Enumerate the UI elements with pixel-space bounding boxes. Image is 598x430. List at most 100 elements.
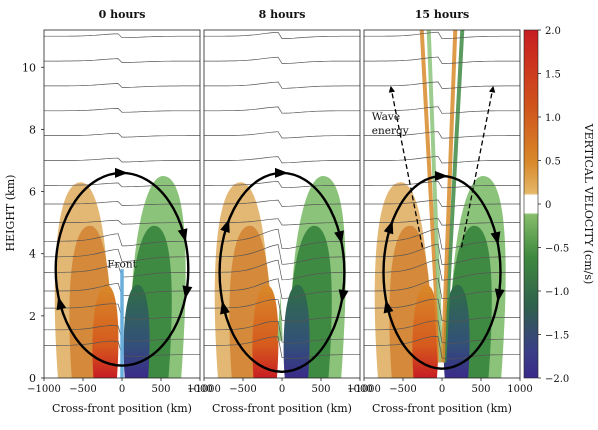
isentrope bbox=[204, 336, 360, 360]
downdraft-core bbox=[283, 284, 310, 378]
x-tick-label: 1000 bbox=[187, 384, 212, 395]
isentrope bbox=[364, 320, 520, 344]
isentrope bbox=[364, 199, 520, 207]
isentrope bbox=[204, 156, 360, 164]
wave-beam bbox=[440, 30, 458, 363]
y-tick-label: 2 bbox=[29, 310, 36, 323]
x-tick-label: −500 bbox=[229, 384, 256, 395]
x-tick-label: 500 bbox=[151, 384, 170, 395]
isentrope bbox=[204, 81, 360, 89]
panel-1: 0 hours Front −1000 −500 0 500 1000 Cross-front… bbox=[27, 8, 213, 415]
x-tick-label: 0 bbox=[119, 384, 125, 395]
isentrope bbox=[204, 31, 360, 39]
updraft-core bbox=[92, 284, 119, 378]
circulation-arrow bbox=[56, 296, 67, 311]
isentrope bbox=[44, 33, 200, 39]
isentrope bbox=[204, 56, 360, 64]
colorbar-ticks: 2.0 1.5 1.0 0.5 0 −0.5 −1.0 −1.5 −2.0 bbox=[538, 26, 569, 385]
colorbar-tick-label: 2.0 bbox=[545, 26, 561, 37]
y-tick-label: 0 bbox=[29, 372, 36, 385]
colorbar-tick-label: −1.0 bbox=[545, 287, 569, 298]
colorbar-label: VERTICAL VELOCITY (cm/s) bbox=[582, 123, 595, 285]
circulation-arrow bbox=[220, 300, 230, 315]
wave-beam bbox=[442, 30, 465, 363]
y-tick-label: 6 bbox=[29, 186, 36, 199]
isentrope bbox=[44, 201, 200, 206]
isentrope bbox=[364, 156, 520, 164]
isentrope bbox=[204, 244, 360, 265]
colorbar-tick-label: −2.0 bbox=[545, 374, 569, 385]
circulation-arrow bbox=[494, 288, 505, 303]
circulation-arrow bbox=[383, 299, 394, 314]
circulation-arrow bbox=[115, 167, 128, 178]
isentrope bbox=[44, 157, 200, 163]
isentrope bbox=[364, 228, 520, 250]
x-tick-label: 0 bbox=[439, 384, 445, 395]
x-axis-label: Cross-front position (km) bbox=[52, 402, 192, 415]
x-tick-label: −500 bbox=[69, 384, 96, 395]
isentrope bbox=[204, 131, 360, 139]
y-tick-label: 8 bbox=[29, 123, 36, 136]
colorbar-tick-label: 1.0 bbox=[545, 113, 561, 124]
x-tick-label: −1000 bbox=[187, 384, 221, 395]
colorbar: 2.0 1.5 1.0 0.5 0 −0.5 −1.0 −1.5 −2.0 bbox=[523, 26, 569, 385]
isentrope bbox=[364, 106, 520, 114]
x-tick-label: 500 bbox=[471, 384, 490, 395]
circulation-arrow bbox=[338, 289, 349, 303]
circulation-arrow bbox=[220, 219, 230, 233]
x-axis-label: Cross-front position (km) bbox=[372, 402, 512, 415]
x-tick-label: 500 bbox=[311, 384, 330, 395]
isentrope bbox=[44, 182, 200, 188]
isentrope bbox=[44, 83, 200, 88]
x-tick-label: 1000 bbox=[507, 384, 532, 395]
y-tick-label: 10 bbox=[22, 61, 36, 74]
colorbar-tick-label: 1.5 bbox=[545, 70, 561, 81]
colorbar-tick-label: 0.5 bbox=[545, 157, 561, 168]
updraft-core bbox=[412, 284, 439, 378]
wave-beam bbox=[419, 30, 442, 363]
isentrope bbox=[364, 131, 520, 139]
circulation-arrow bbox=[275, 167, 288, 178]
x-axis-label: Cross-front position (km) bbox=[212, 402, 352, 415]
isentrope bbox=[204, 299, 360, 322]
panel-title: 15 hours bbox=[415, 8, 469, 21]
isentrope bbox=[204, 228, 360, 250]
isentrope bbox=[364, 56, 520, 64]
isentrope bbox=[364, 81, 520, 89]
isentrope bbox=[364, 243, 520, 265]
circulation-arrow bbox=[177, 228, 188, 243]
isentrope bbox=[44, 108, 200, 113]
x-tick-label: 1000 bbox=[347, 384, 372, 395]
wave-beam bbox=[426, 30, 444, 363]
isentrope bbox=[44, 219, 200, 225]
isentrope bbox=[364, 180, 520, 189]
updraft-core bbox=[252, 284, 279, 378]
downdraft-core bbox=[123, 284, 150, 378]
isentrope bbox=[44, 248, 200, 262]
isentrope bbox=[364, 218, 520, 226]
isentrope bbox=[364, 31, 520, 40]
isentrope bbox=[204, 106, 360, 114]
wave-beam bbox=[277, 294, 283, 341]
isentrope bbox=[204, 218, 360, 226]
isentrope bbox=[204, 199, 360, 207]
isentrope bbox=[44, 58, 200, 63]
downdraft-core bbox=[443, 284, 470, 378]
panel-plot-area bbox=[204, 31, 360, 378]
isentrope bbox=[364, 259, 520, 281]
isentrope bbox=[44, 233, 200, 247]
panel-plot-area bbox=[44, 33, 200, 378]
isentrope bbox=[364, 277, 520, 300]
colorbar-tick-label: −1.5 bbox=[545, 331, 569, 342]
circulation-arrow bbox=[182, 285, 193, 300]
circulation-arrow bbox=[383, 220, 394, 235]
wave-energy-arrow bbox=[388, 85, 424, 248]
y-tick-label: 4 bbox=[29, 248, 36, 261]
wave-energy-arrow bbox=[460, 85, 496, 248]
panel-plot-area bbox=[364, 30, 520, 378]
colorbar-tick-label: −0.5 bbox=[545, 244, 569, 255]
